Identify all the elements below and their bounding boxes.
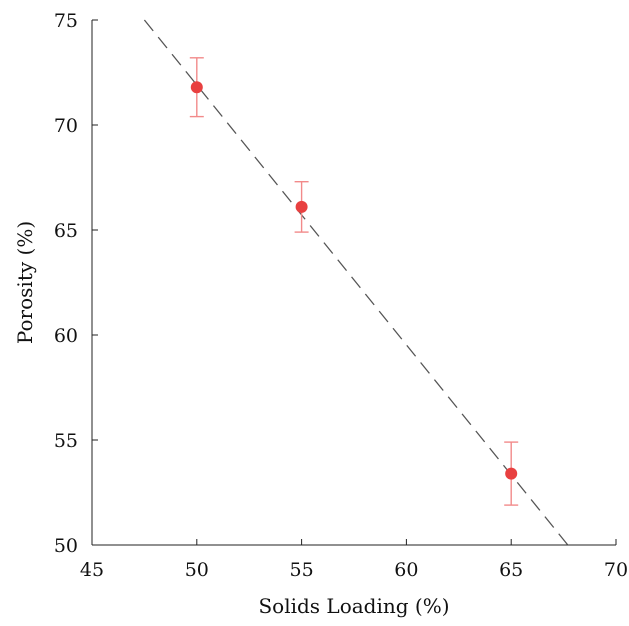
x-tick-label: 45 (80, 559, 104, 581)
y-tick-label: 70 (54, 115, 78, 137)
y-ticks: 50 55 60 65 70 75 (54, 10, 98, 557)
axes (91, 20, 616, 546)
y-tick-label: 55 (54, 430, 78, 452)
y-tick-label: 50 (54, 535, 78, 557)
y-axis-label: Porosity (%) (13, 221, 37, 344)
x-axis-label: Solids Loading (%) (258, 594, 449, 618)
x-tick-label: 60 (394, 559, 418, 581)
y-tick-label: 75 (54, 10, 78, 32)
data-point (505, 467, 518, 480)
data-point (190, 81, 203, 94)
data-points (190, 81, 518, 480)
x-tick-label: 50 (185, 559, 209, 581)
y-tick-label: 65 (54, 220, 78, 242)
trend-line (143, 19, 569, 546)
data-point (295, 200, 308, 213)
x-ticks: 45 50 55 60 65 70 (80, 539, 628, 581)
x-tick-label: 70 (604, 559, 628, 581)
x-tick-label: 65 (499, 559, 523, 581)
y-tick-label: 60 (54, 325, 78, 347)
error-bars (189, 57, 519, 506)
x-tick-label: 55 (290, 559, 314, 581)
